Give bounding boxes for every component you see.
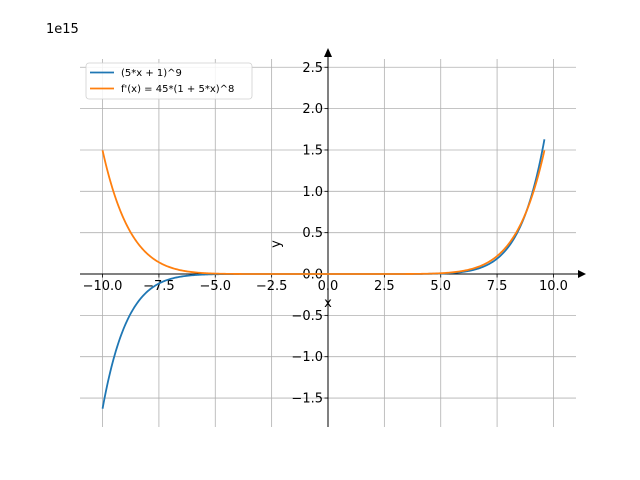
axes: −10.0 −7.5 −5.0 −2.5 0.0 2.5 5.0 7.5 10.0 −1.5 −1.… <box>80 48 586 427</box>
x-tick-label: −7.5 <box>143 279 175 294</box>
y-axis-title: y <box>269 240 284 248</box>
y-tick-label: 0.0 <box>302 268 323 283</box>
x-axis-arrow <box>578 270 586 279</box>
y-tick-label: 2.5 <box>302 61 323 76</box>
y-tick-label: 1.0 <box>302 185 323 200</box>
series-line-2 <box>101 150 546 275</box>
x-tick-label: 10.0 <box>539 279 568 294</box>
x-axis-title: x <box>324 296 332 311</box>
series <box>101 139 546 409</box>
y-offset-label: 1e15 <box>46 22 79 37</box>
x-tick-label: 0.0 <box>318 279 339 294</box>
x-tick-label: −2.5 <box>256 279 288 294</box>
y-tick-label: −1.5 <box>291 392 323 407</box>
legend-label: (5*x + 1)^9 <box>121 68 182 79</box>
x-tick-label: −5.0 <box>199 279 231 294</box>
x-tick-label: −10.0 <box>83 279 123 294</box>
labels: 1e15 x y <box>46 22 332 311</box>
y-tick-label: 0.5 <box>302 226 323 241</box>
y-tick-label: −1.0 <box>291 350 323 365</box>
x-tick-label: 7.5 <box>487 279 508 294</box>
legend-label: f'(x) = 45*(1 + 5*x)^8 <box>121 84 234 95</box>
y-tick-label: −0.5 <box>291 309 323 324</box>
x-tick-label: 5.0 <box>430 279 451 294</box>
y-axis-arrow <box>324 48 332 57</box>
y-tick-label: 1.5 <box>302 143 323 158</box>
x-tick-label: 2.5 <box>374 279 395 294</box>
legend-box <box>85 62 253 100</box>
legend: (5*x + 1)^9 f'(x) = 45*(1 + 5*x)^8 <box>85 62 253 100</box>
y-tick-label: 2.0 <box>302 102 323 117</box>
